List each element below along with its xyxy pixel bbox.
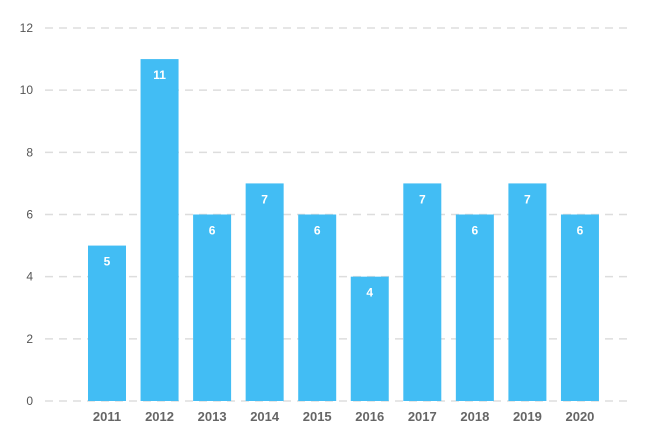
x-tick-label: 2015 bbox=[303, 409, 332, 424]
bar-2014[interactable] bbox=[245, 183, 284, 401]
y-tick-label: 8 bbox=[26, 145, 33, 159]
bar-value-label: 5 bbox=[104, 255, 111, 269]
x-tick-label: 2018 bbox=[460, 409, 489, 424]
x-tick-label: 2016 bbox=[355, 409, 384, 424]
bar-2011[interactable] bbox=[88, 245, 126, 401]
y-tick-label: 10 bbox=[20, 83, 34, 97]
x-tick-label: 2014 bbox=[250, 409, 280, 424]
bar-value-label: 6 bbox=[577, 224, 584, 238]
bar-2017[interactable] bbox=[403, 183, 442, 401]
y-tick-label: 6 bbox=[26, 208, 33, 222]
x-tick-label: 2019 bbox=[513, 409, 542, 424]
bar-value-labels: 5 11 6 7 6 4 7 6 7 6 bbox=[104, 68, 584, 300]
bar-2015[interactable] bbox=[298, 214, 337, 402]
bar-2018[interactable] bbox=[455, 214, 494, 402]
y-tick-label: 12 bbox=[20, 21, 34, 35]
x-tick-label: 2020 bbox=[565, 409, 594, 424]
bar-value-label: 7 bbox=[524, 192, 531, 206]
bar-value-label: 4 bbox=[366, 286, 373, 300]
bars bbox=[88, 59, 599, 401]
bar-2019[interactable] bbox=[508, 183, 547, 401]
bar-value-label: 6 bbox=[314, 224, 321, 238]
bar-value-label: 11 bbox=[153, 68, 166, 82]
bar-2012[interactable] bbox=[140, 59, 179, 401]
bar-2020[interactable] bbox=[560, 214, 599, 402]
bar-value-label: 7 bbox=[419, 192, 426, 206]
y-tick-label: 4 bbox=[26, 270, 33, 284]
bar-value-label: 7 bbox=[261, 192, 268, 206]
x-tick-label: 2017 bbox=[408, 409, 437, 424]
bar-value-label: 6 bbox=[209, 224, 216, 238]
x-tick-label: 2013 bbox=[198, 409, 227, 424]
bar-2016[interactable] bbox=[350, 276, 389, 401]
x-axis-ticks: 2011 2012 2013 2014 2015 2016 2017 2018 2019 2020 bbox=[93, 409, 595, 424]
y-tick-label: 0 bbox=[26, 394, 33, 408]
bar-2013[interactable] bbox=[193, 214, 232, 402]
x-tick-label: 2011 bbox=[93, 409, 121, 424]
y-tick-label: 2 bbox=[26, 332, 33, 346]
x-tick-label: 2012 bbox=[145, 409, 174, 424]
y-axis-ticks: 0 2 4 6 8 10 12 bbox=[20, 21, 34, 408]
bar-value-label: 6 bbox=[472, 224, 479, 238]
